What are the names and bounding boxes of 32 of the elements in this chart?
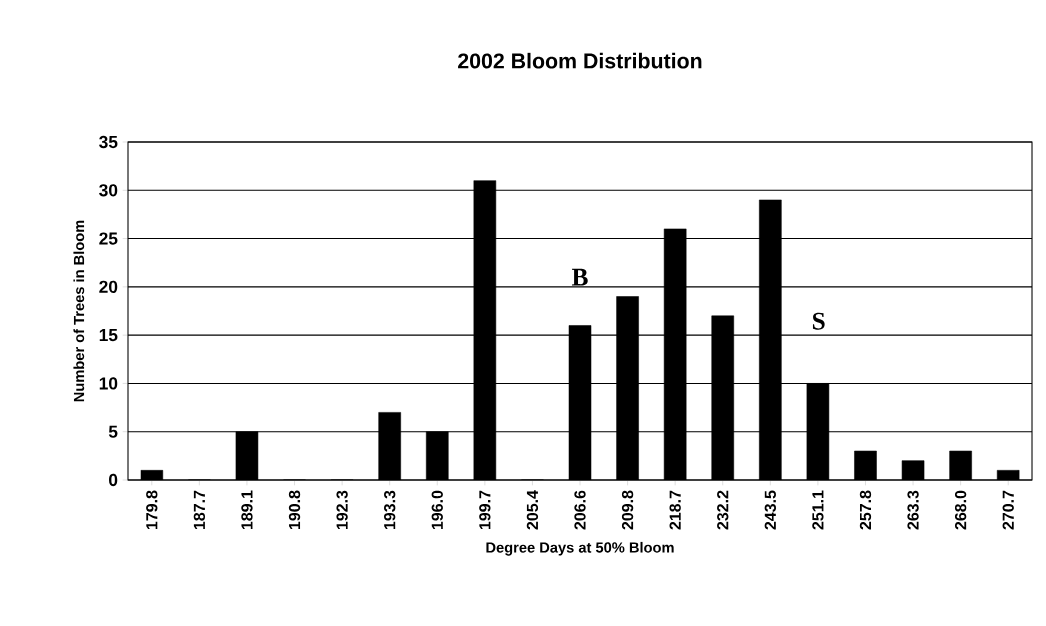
y-tick-label: 5 xyxy=(108,425,118,438)
x-tick-label: 257.8 xyxy=(859,490,872,530)
y-tick-label: 0 xyxy=(109,473,118,487)
x-tick-label: 192.3 xyxy=(336,490,348,530)
annotation: S xyxy=(812,312,825,330)
x-tick-label: 206.6 xyxy=(574,490,586,530)
x-tick-label: 187.7 xyxy=(193,490,206,530)
x-tick-label: 263.3 xyxy=(907,490,919,530)
x-tick-label: 193.3 xyxy=(384,490,396,530)
x-tick-label: 179.8 xyxy=(146,490,158,530)
x-tick-label: 209.8 xyxy=(621,490,634,530)
y-tick-label: 35 xyxy=(99,135,118,149)
y-tick-label: 15 xyxy=(99,329,118,342)
annotation: B xyxy=(571,268,588,286)
x-tick-label: 199.7 xyxy=(479,490,491,530)
x-tick-label: 232.2 xyxy=(717,490,729,530)
x-tick-label: 251.1 xyxy=(812,490,824,530)
x-tick-label: 270.7 xyxy=(1002,490,1014,530)
x-tick-label: 196.0 xyxy=(431,490,443,530)
x-tick-label: 190.8 xyxy=(288,490,301,530)
x-tick-label: 205.4 xyxy=(526,490,539,530)
y-tick-label: 30 xyxy=(99,184,118,197)
y-tick-label: 10 xyxy=(99,377,118,390)
x-tick-label: 268.0 xyxy=(954,490,967,530)
y-axis-title: Number of Trees in Bloom xyxy=(73,220,85,402)
x-tick-label: 243.5 xyxy=(764,490,777,530)
y-tick-label: 25 xyxy=(99,232,118,245)
x-axis-title: Degree Days at 50% Bloom xyxy=(486,541,674,556)
chart-title: 2002 Bloom Distribution xyxy=(458,52,702,69)
x-tick-label: 218.7 xyxy=(669,490,681,530)
y-tick-label: 20 xyxy=(99,280,118,293)
x-tick-label: 189.1 xyxy=(241,490,253,530)
